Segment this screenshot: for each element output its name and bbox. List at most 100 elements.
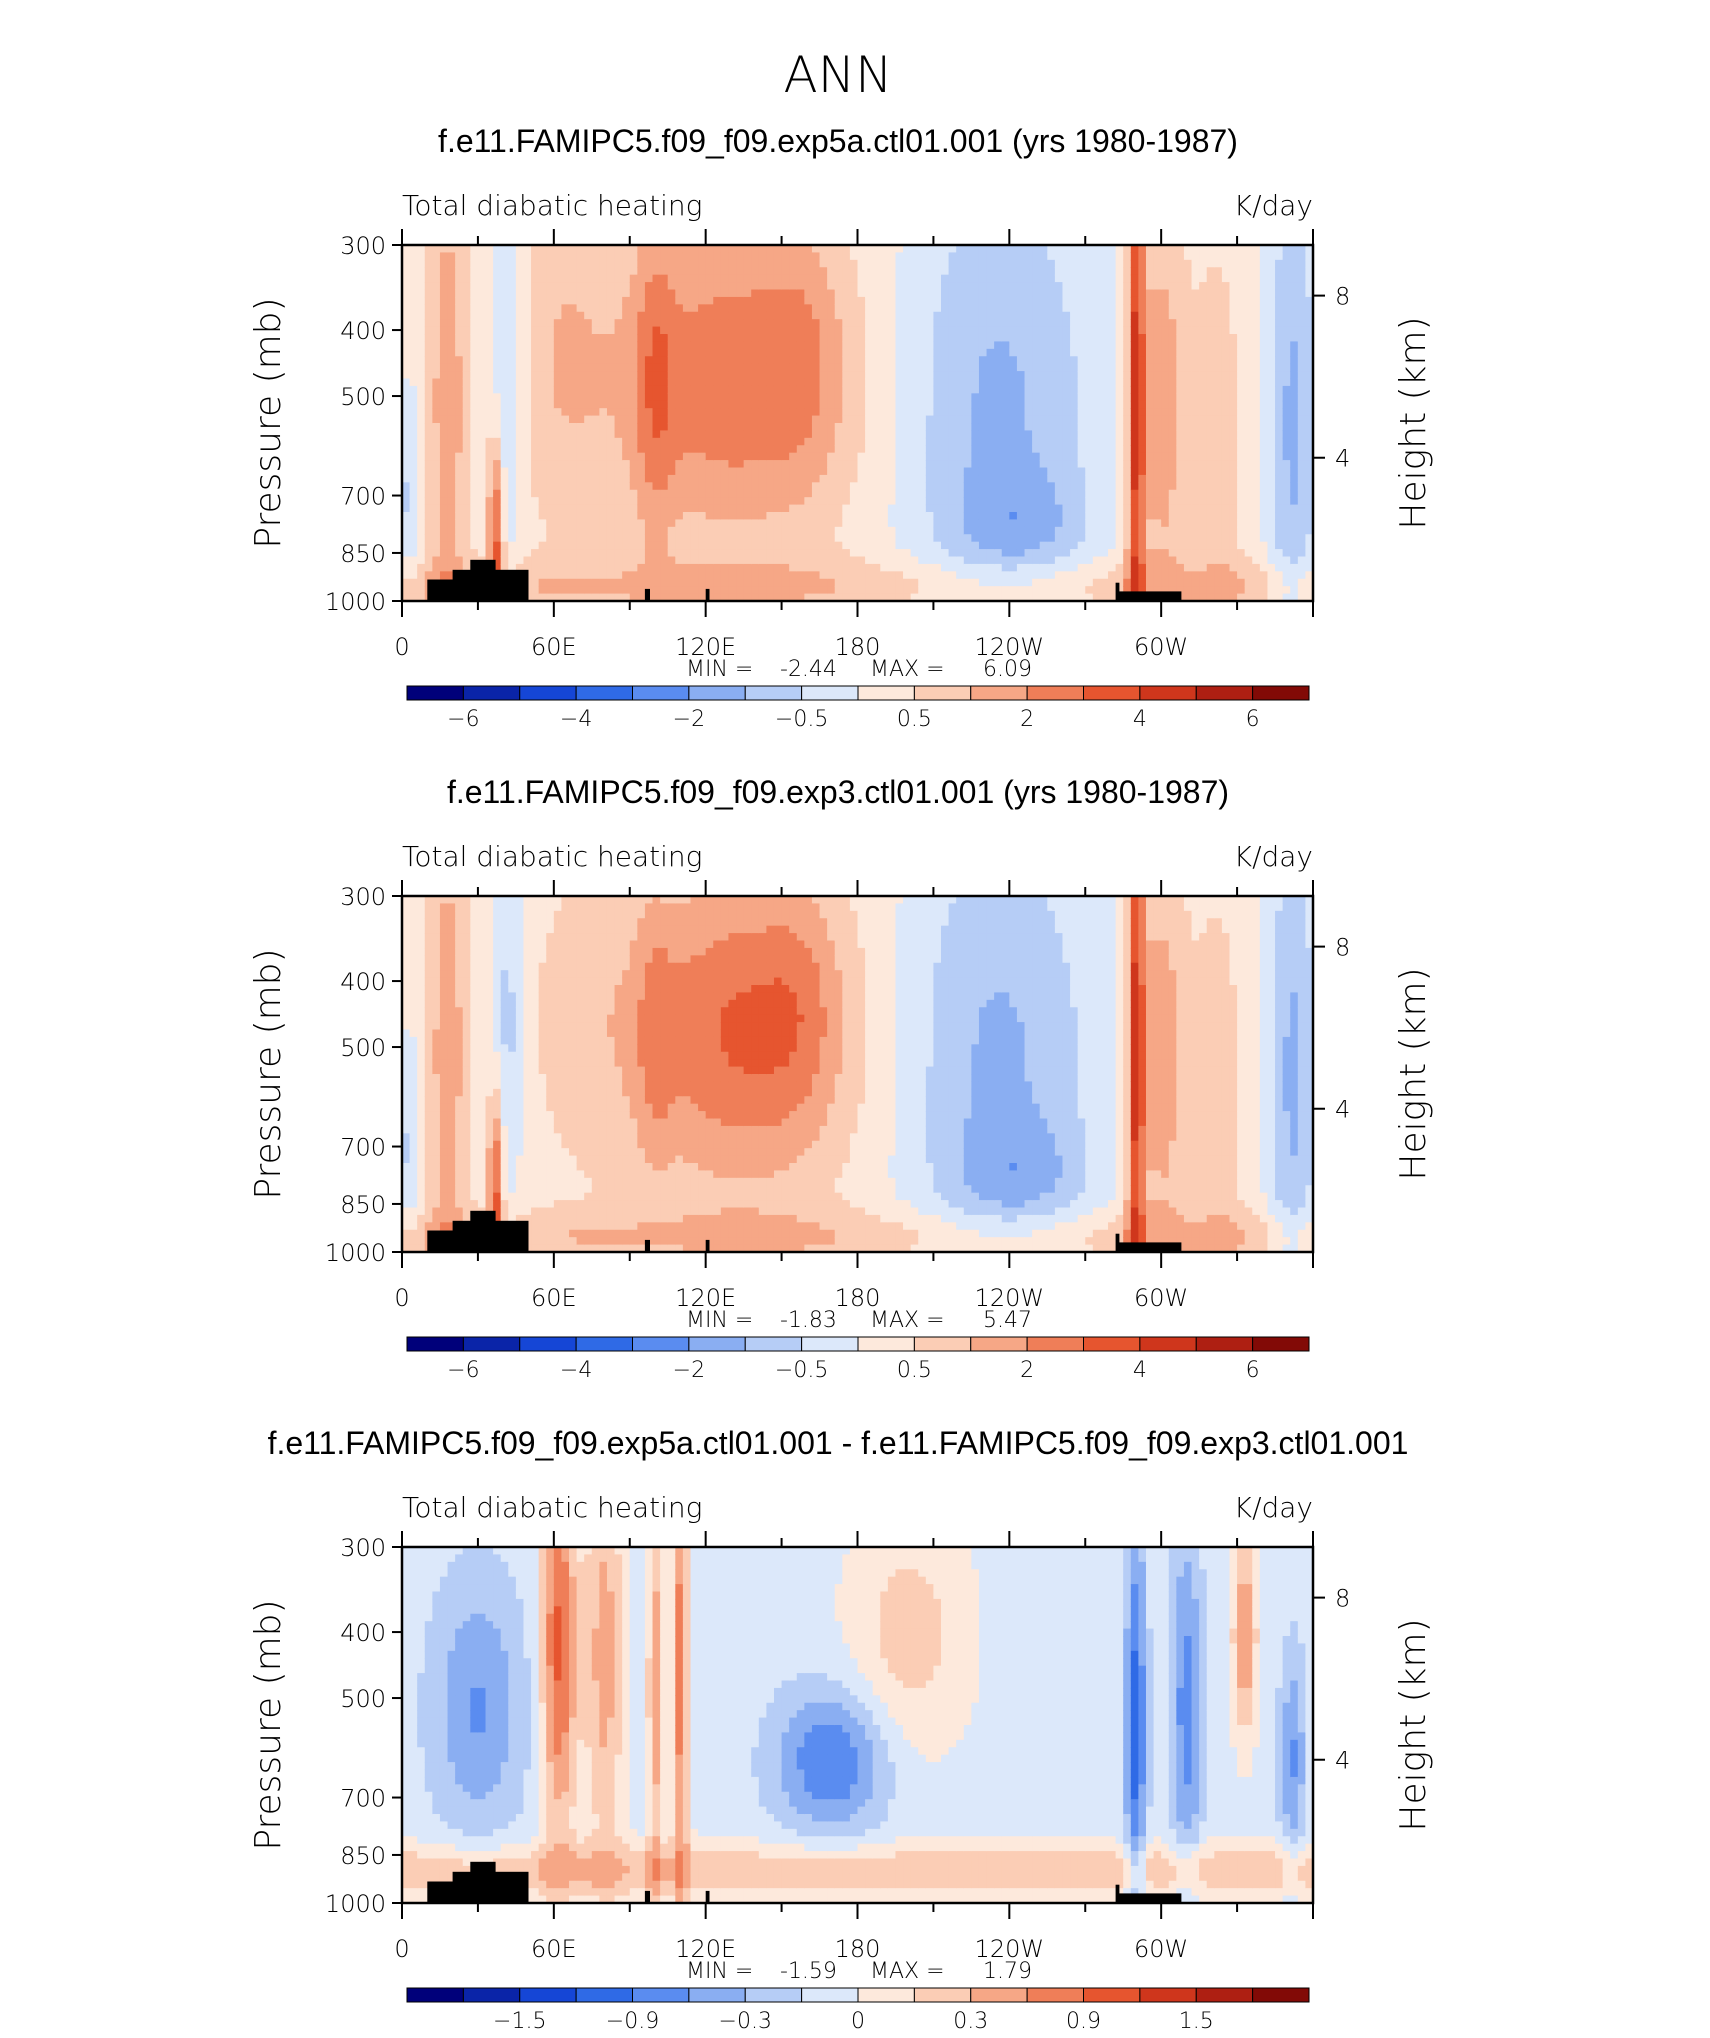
heatmap-cell — [439, 460, 449, 469]
heatmap-cell — [591, 304, 600, 313]
heatmap-cell — [1077, 437, 1086, 446]
heatmap-cell — [971, 445, 980, 454]
heatmap-cell — [569, 393, 578, 402]
heatmap-cell — [447, 393, 456, 402]
heatmap-cell — [667, 504, 676, 513]
heatmap-cell — [599, 526, 608, 535]
heatmap-cell — [766, 437, 775, 446]
heatmap-cell — [720, 408, 730, 417]
heatmap-cell — [736, 519, 745, 528]
heatmap-cell — [1138, 571, 1147, 580]
heatmap-cell — [1016, 274, 1026, 283]
heatmap-cell — [773, 534, 783, 543]
heatmap-cell — [1100, 489, 1109, 498]
heatmap-cell — [1123, 304, 1132, 313]
heatmap-cell — [690, 489, 699, 498]
heatmap-cell — [675, 311, 684, 320]
heatmap-cell — [827, 593, 836, 602]
heatmap-cell — [1108, 549, 1117, 558]
heatmap-cell — [424, 274, 433, 283]
heatmap-cell — [1077, 578, 1086, 587]
heatmap-cell — [910, 267, 919, 276]
heatmap-cell — [918, 460, 927, 469]
heatmap-cell — [728, 482, 737, 491]
heatmap-cell — [804, 526, 813, 535]
heatmap-cell — [606, 334, 616, 343]
heatmap-cell — [561, 356, 570, 365]
heatmap-cell — [1070, 326, 1079, 335]
heatmap-cell — [462, 385, 471, 394]
heatmap-cell — [804, 519, 813, 528]
heatmap-cell — [455, 474, 464, 483]
heatmap-cell — [606, 393, 616, 402]
heatmap-cell — [736, 252, 745, 261]
heatmap-cell — [493, 415, 502, 424]
heatmap-cell — [614, 526, 623, 535]
heatmap-cell — [720, 467, 730, 476]
heatmap-cell — [675, 489, 684, 498]
heatmap-cell — [447, 326, 456, 335]
heatmap-cell — [910, 304, 919, 313]
heatmap-cell — [872, 556, 881, 565]
heatmap-cell — [887, 415, 897, 424]
heatmap-cell — [682, 245, 692, 254]
heatmap-cell — [872, 371, 881, 380]
heatmap-cell — [849, 571, 859, 580]
heatmap-cell — [956, 267, 965, 276]
heatmap-cell — [933, 430, 942, 439]
heatmap-cell — [910, 563, 919, 572]
heatmap-cell — [872, 593, 881, 602]
heatmap-cell — [1123, 289, 1132, 298]
heatmap-cell — [918, 437, 927, 446]
heatmap-cell — [1123, 408, 1132, 417]
heatmap-cell — [409, 408, 418, 417]
heatmap-cell — [652, 423, 661, 432]
heatmap-cell — [720, 423, 730, 432]
heatmap-cell — [956, 593, 965, 602]
heatmap-cell — [925, 534, 935, 543]
heatmap-cell — [1039, 445, 1048, 454]
heatmap-cell — [713, 482, 722, 491]
heatmap-cell — [1001, 519, 1010, 528]
heatmap-cell — [531, 460, 540, 469]
heatmap-cell — [622, 467, 631, 476]
heatmap-cell — [538, 423, 547, 432]
heatmap-cell — [978, 534, 988, 543]
heatmap-cell — [1138, 423, 1147, 432]
heatmap-cell — [872, 252, 881, 261]
heatmap-cell — [1062, 482, 1071, 491]
heatmap-cell — [1085, 452, 1094, 461]
heatmap-cell — [546, 467, 555, 476]
heatmap-cell — [994, 385, 1003, 394]
heatmap-cell — [462, 460, 471, 469]
heatmap-cell — [918, 526, 927, 535]
heatmap-cell — [796, 474, 805, 483]
heatmap-cell — [751, 423, 760, 432]
heatmap-cell — [1138, 334, 1147, 343]
heatmap-cell — [1009, 467, 1018, 476]
heatmap-cell — [857, 541, 866, 550]
heatmap-cell — [644, 556, 654, 565]
heatmap-cell — [1047, 274, 1056, 283]
heatmap-cell — [682, 304, 692, 313]
heatmap-cell — [485, 393, 494, 402]
heatmap-cell — [736, 341, 745, 350]
heatmap-cell — [1085, 556, 1094, 565]
heatmap-cell — [622, 311, 631, 320]
heatmap-cell — [569, 415, 578, 424]
heatmap-cell — [523, 541, 532, 550]
heatmap-cell — [1115, 363, 1124, 372]
heatmap-cell — [811, 356, 821, 365]
heatmap-cell — [842, 549, 851, 558]
heatmap-cell — [728, 489, 737, 498]
heatmap-cell — [508, 385, 517, 394]
heatmap-cell — [804, 482, 813, 491]
heatmap-cell — [1001, 282, 1010, 291]
heatmap-cell — [455, 541, 464, 550]
heatmap-cell — [1092, 556, 1102, 565]
heatmap-cell — [432, 252, 441, 261]
heatmap-cell — [857, 319, 866, 328]
heatmap-cell — [1130, 541, 1139, 550]
heatmap-cell — [789, 393, 798, 402]
heatmap-cell — [660, 356, 669, 365]
